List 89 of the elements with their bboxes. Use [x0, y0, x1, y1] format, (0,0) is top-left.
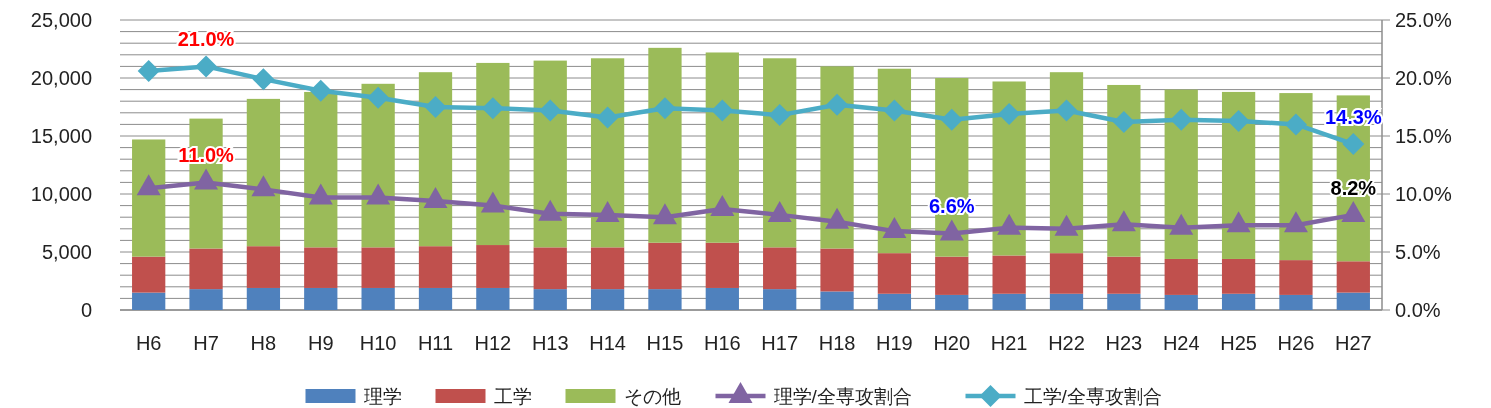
legend-label: 工学/全専攻割合: [1023, 386, 1162, 407]
bar: [590, 247, 625, 290]
bar: [189, 248, 223, 290]
y2-tick-label: 20.0%: [1395, 67, 1452, 89]
bar: [705, 52, 739, 243]
bar: [1164, 294, 1198, 310]
bar: [476, 287, 510, 310]
bar: [189, 289, 223, 310]
x-tick-label: H18: [818, 332, 856, 354]
bar: [992, 293, 1026, 310]
x-tick-label: H26: [1277, 332, 1315, 354]
bar: [705, 287, 739, 310]
bar: [1221, 293, 1256, 310]
bar: [533, 289, 567, 310]
bar: [1107, 256, 1141, 294]
bar: [246, 287, 281, 310]
bar: [132, 139, 166, 257]
x-tick-label: H24: [1162, 332, 1200, 354]
legend-label: 理学/全専攻割合: [773, 386, 912, 407]
bar: [418, 246, 453, 288]
bar: [1279, 260, 1313, 295]
bar: [705, 242, 739, 288]
bar: [1049, 293, 1084, 310]
legend-label: 工学: [493, 386, 532, 407]
x-tick-label: H20: [933, 332, 971, 354]
bar: [533, 247, 567, 290]
x-tick-label: H7: [193, 332, 219, 354]
y2-tick-label: 15.0%: [1395, 125, 1452, 147]
x-tick-label: H25: [1220, 332, 1257, 354]
y2-tick-label: 0.0%: [1395, 299, 1441, 321]
bar: [1164, 258, 1198, 295]
y-tick-label: 0: [80, 299, 92, 321]
y2-tick-label: 25.0%: [1395, 9, 1452, 31]
bar: [763, 289, 797, 310]
y-tick-label: 20,000: [30, 67, 92, 89]
x-tick-label: H15: [646, 332, 684, 354]
bar: [877, 293, 912, 310]
bar: [533, 60, 567, 248]
y2-tick-label: 10.0%: [1395, 183, 1452, 205]
bar: [820, 248, 854, 292]
bar: [361, 287, 395, 310]
bar: [246, 98, 281, 247]
x-tick-label: H14: [589, 332, 626, 354]
x-tick-label: H21: [990, 332, 1028, 354]
bar: [820, 291, 854, 310]
bar: [1279, 294, 1313, 310]
x-tick-label: H10: [359, 332, 397, 354]
x-tick-label: H27: [1334, 332, 1372, 354]
bar: [1336, 292, 1370, 310]
bar: [361, 247, 395, 288]
y2-tick-label: 5.0%: [1395, 241, 1441, 263]
x-tick-label: H13: [531, 332, 569, 354]
x-tick-label: H11: [417, 332, 454, 354]
bar: [590, 289, 625, 310]
bar: [1049, 253, 1084, 294]
bar: [304, 91, 338, 248]
x-tick-label: H12: [474, 332, 512, 354]
bar: [648, 289, 682, 310]
bar: [877, 253, 912, 294]
y-tick-label: 15,000: [30, 125, 92, 147]
bar: [304, 287, 338, 310]
x-tick-label: H16: [703, 332, 741, 354]
bar: [648, 47, 682, 243]
x-tick-label: H8: [250, 332, 277, 354]
bar: [648, 242, 682, 290]
x-tick-label: H23: [1105, 332, 1143, 354]
x-tick-label: H9: [307, 332, 334, 354]
bar: [935, 294, 969, 310]
legend-label: その他: [623, 386, 681, 407]
y-tick-label: 10,000: [30, 183, 92, 205]
x-tick-label: H17: [761, 332, 799, 354]
y-tick-label: 5,000: [41, 241, 92, 263]
bar: [418, 287, 453, 310]
bar: [132, 256, 166, 293]
x-tick-label: H22: [1048, 332, 1085, 354]
bar: [246, 246, 281, 288]
bar: [1221, 258, 1256, 294]
x-tick-label: H19: [876, 332, 913, 354]
bar: [132, 292, 166, 310]
x-tick-label: H6: [135, 332, 162, 354]
bar: [992, 255, 1026, 294]
bar: [1107, 293, 1141, 310]
bar: [763, 247, 797, 290]
bar: [476, 245, 510, 288]
bar: [1336, 261, 1370, 293]
bar: [304, 247, 338, 288]
legend-label: 理学: [363, 386, 402, 407]
bar: [935, 256, 969, 295]
y-tick-label: 25,000: [30, 9, 92, 31]
